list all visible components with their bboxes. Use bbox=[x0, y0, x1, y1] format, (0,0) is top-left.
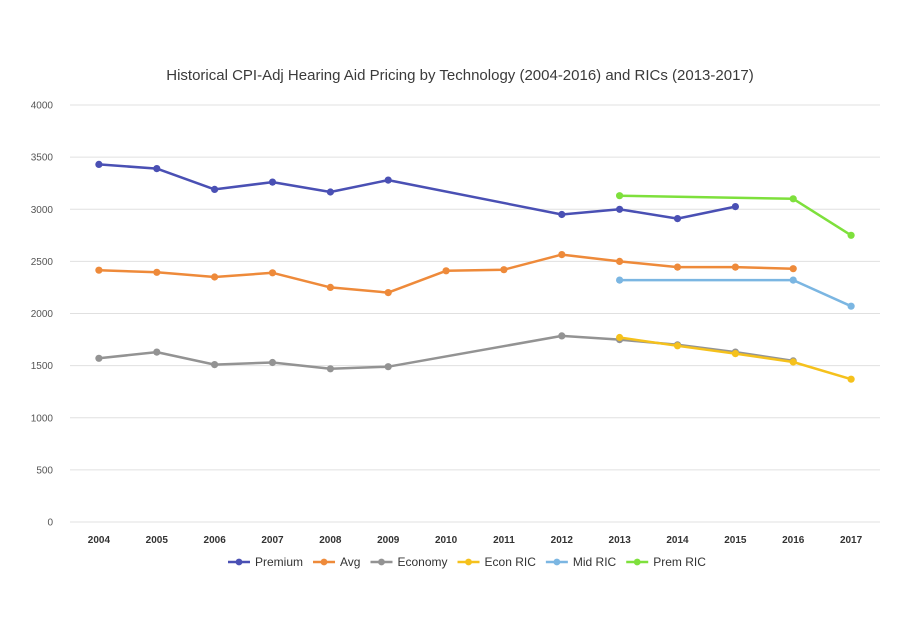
series-line bbox=[618, 278, 853, 308]
data-point bbox=[500, 266, 508, 274]
y-axis: 0 500 1000 1500 2000 2500 3000 3500 4000 bbox=[31, 101, 54, 529]
data-point bbox=[616, 205, 624, 213]
x-tick-label: 2017 bbox=[840, 535, 863, 546]
legend-label: Mid RIC bbox=[573, 555, 617, 569]
legend-label: Prem RIC bbox=[653, 555, 706, 569]
data-point bbox=[673, 263, 682, 271]
data-point bbox=[789, 265, 797, 273]
x-tick-label: 2009 bbox=[377, 535, 400, 546]
legend-label: Economy bbox=[397, 555, 447, 569]
data-point bbox=[789, 276, 797, 284]
data-point bbox=[268, 178, 277, 186]
x-tick-label: 2011 bbox=[493, 535, 515, 546]
data-point bbox=[211, 273, 219, 281]
series-economy bbox=[95, 332, 797, 373]
data-point bbox=[731, 203, 740, 211]
grid bbox=[70, 104, 880, 523]
legend-item: Premium bbox=[228, 555, 303, 569]
legend-item: Avg bbox=[313, 555, 360, 569]
legend-item: Prem RIC bbox=[626, 555, 706, 569]
series-line bbox=[97, 334, 795, 371]
series-premium bbox=[95, 160, 740, 223]
legend-item: Mid RIC bbox=[545, 555, 617, 569]
data-point bbox=[268, 269, 277, 277]
data-point bbox=[673, 215, 682, 223]
y-tick-label: 1000 bbox=[31, 413, 54, 424]
chart-title: Historical CPI-Adj Hearing Aid Pricing b… bbox=[166, 67, 754, 84]
y-tick-label: 2500 bbox=[31, 257, 54, 268]
legend-item: Econ RIC bbox=[457, 555, 537, 569]
data-point bbox=[384, 363, 392, 371]
legend-label: Premium bbox=[255, 555, 303, 569]
y-tick-label: 4000 bbox=[31, 101, 54, 112]
y-tick-label: 0 bbox=[47, 518, 53, 529]
data-point bbox=[95, 160, 103, 168]
x-tick-label: 2012 bbox=[551, 535, 574, 546]
legend: Premium Avg Economy Econ RIC Mid RIC Prem RIC bbox=[228, 555, 706, 569]
x-tick-label: 2016 bbox=[782, 535, 805, 546]
legend-label: Avg bbox=[340, 555, 360, 569]
legend-marker bbox=[633, 558, 641, 566]
data-point bbox=[616, 276, 624, 284]
data-point bbox=[616, 257, 624, 265]
data-point bbox=[326, 188, 334, 196]
data-point bbox=[558, 332, 566, 340]
series-econ-ric bbox=[616, 333, 855, 383]
data-point bbox=[847, 302, 855, 310]
data-point bbox=[326, 283, 334, 291]
y-tick-label: 500 bbox=[36, 465, 53, 476]
data-point bbox=[326, 365, 334, 373]
y-tick-label: 1500 bbox=[31, 361, 54, 372]
legend-marker bbox=[553, 558, 561, 566]
x-tick-label: 2005 bbox=[146, 535, 169, 546]
data-point bbox=[847, 375, 855, 383]
series-prem-ric bbox=[616, 192, 855, 239]
legend-item: Economy bbox=[370, 555, 448, 569]
data-point bbox=[153, 165, 161, 173]
data-point bbox=[211, 361, 219, 369]
data-point bbox=[673, 342, 682, 350]
x-tick-label: 2006 bbox=[204, 535, 227, 546]
legend-marker bbox=[465, 558, 472, 566]
data-point bbox=[153, 268, 161, 276]
series-avg bbox=[95, 251, 797, 297]
legend-marker bbox=[320, 558, 328, 566]
data-point bbox=[153, 348, 161, 356]
data-point bbox=[558, 210, 566, 219]
legend-marker bbox=[235, 558, 243, 566]
data-point bbox=[616, 192, 624, 200]
legend-label: Econ RIC bbox=[485, 555, 537, 569]
data-point bbox=[789, 358, 797, 366]
data-point bbox=[384, 176, 392, 184]
data-point bbox=[268, 358, 277, 367]
x-tick-label: 2007 bbox=[261, 535, 284, 546]
y-tick-label: 3000 bbox=[31, 205, 54, 216]
series-mid-ric bbox=[616, 276, 855, 310]
x-tick-label: 2004 bbox=[88, 535, 111, 546]
data-point bbox=[558, 251, 566, 259]
y-tick-label: 2000 bbox=[31, 309, 54, 320]
data-point bbox=[384, 289, 392, 297]
data-point bbox=[731, 350, 740, 358]
y-tick-label: 3500 bbox=[31, 153, 54, 164]
x-axis: 2004 2005 2006 2007 2008 2009 2010 2011 2012 2013… bbox=[88, 535, 863, 546]
series-line bbox=[97, 163, 737, 220]
data-point bbox=[95, 354, 103, 362]
x-tick-label: 2008 bbox=[319, 535, 342, 546]
data-point bbox=[789, 195, 797, 203]
data-point bbox=[442, 267, 450, 275]
data-point bbox=[211, 185, 219, 193]
series-layer bbox=[95, 160, 855, 383]
legend-marker bbox=[378, 558, 385, 566]
x-tick-label: 2015 bbox=[724, 535, 747, 546]
data-point bbox=[616, 333, 624, 342]
data-point bbox=[847, 231, 855, 239]
data-point bbox=[731, 263, 740, 271]
x-tick-label: 2013 bbox=[609, 535, 632, 546]
data-point bbox=[95, 266, 103, 274]
x-tick-label: 2010 bbox=[435, 535, 458, 546]
x-tick-label: 2014 bbox=[666, 535, 689, 546]
